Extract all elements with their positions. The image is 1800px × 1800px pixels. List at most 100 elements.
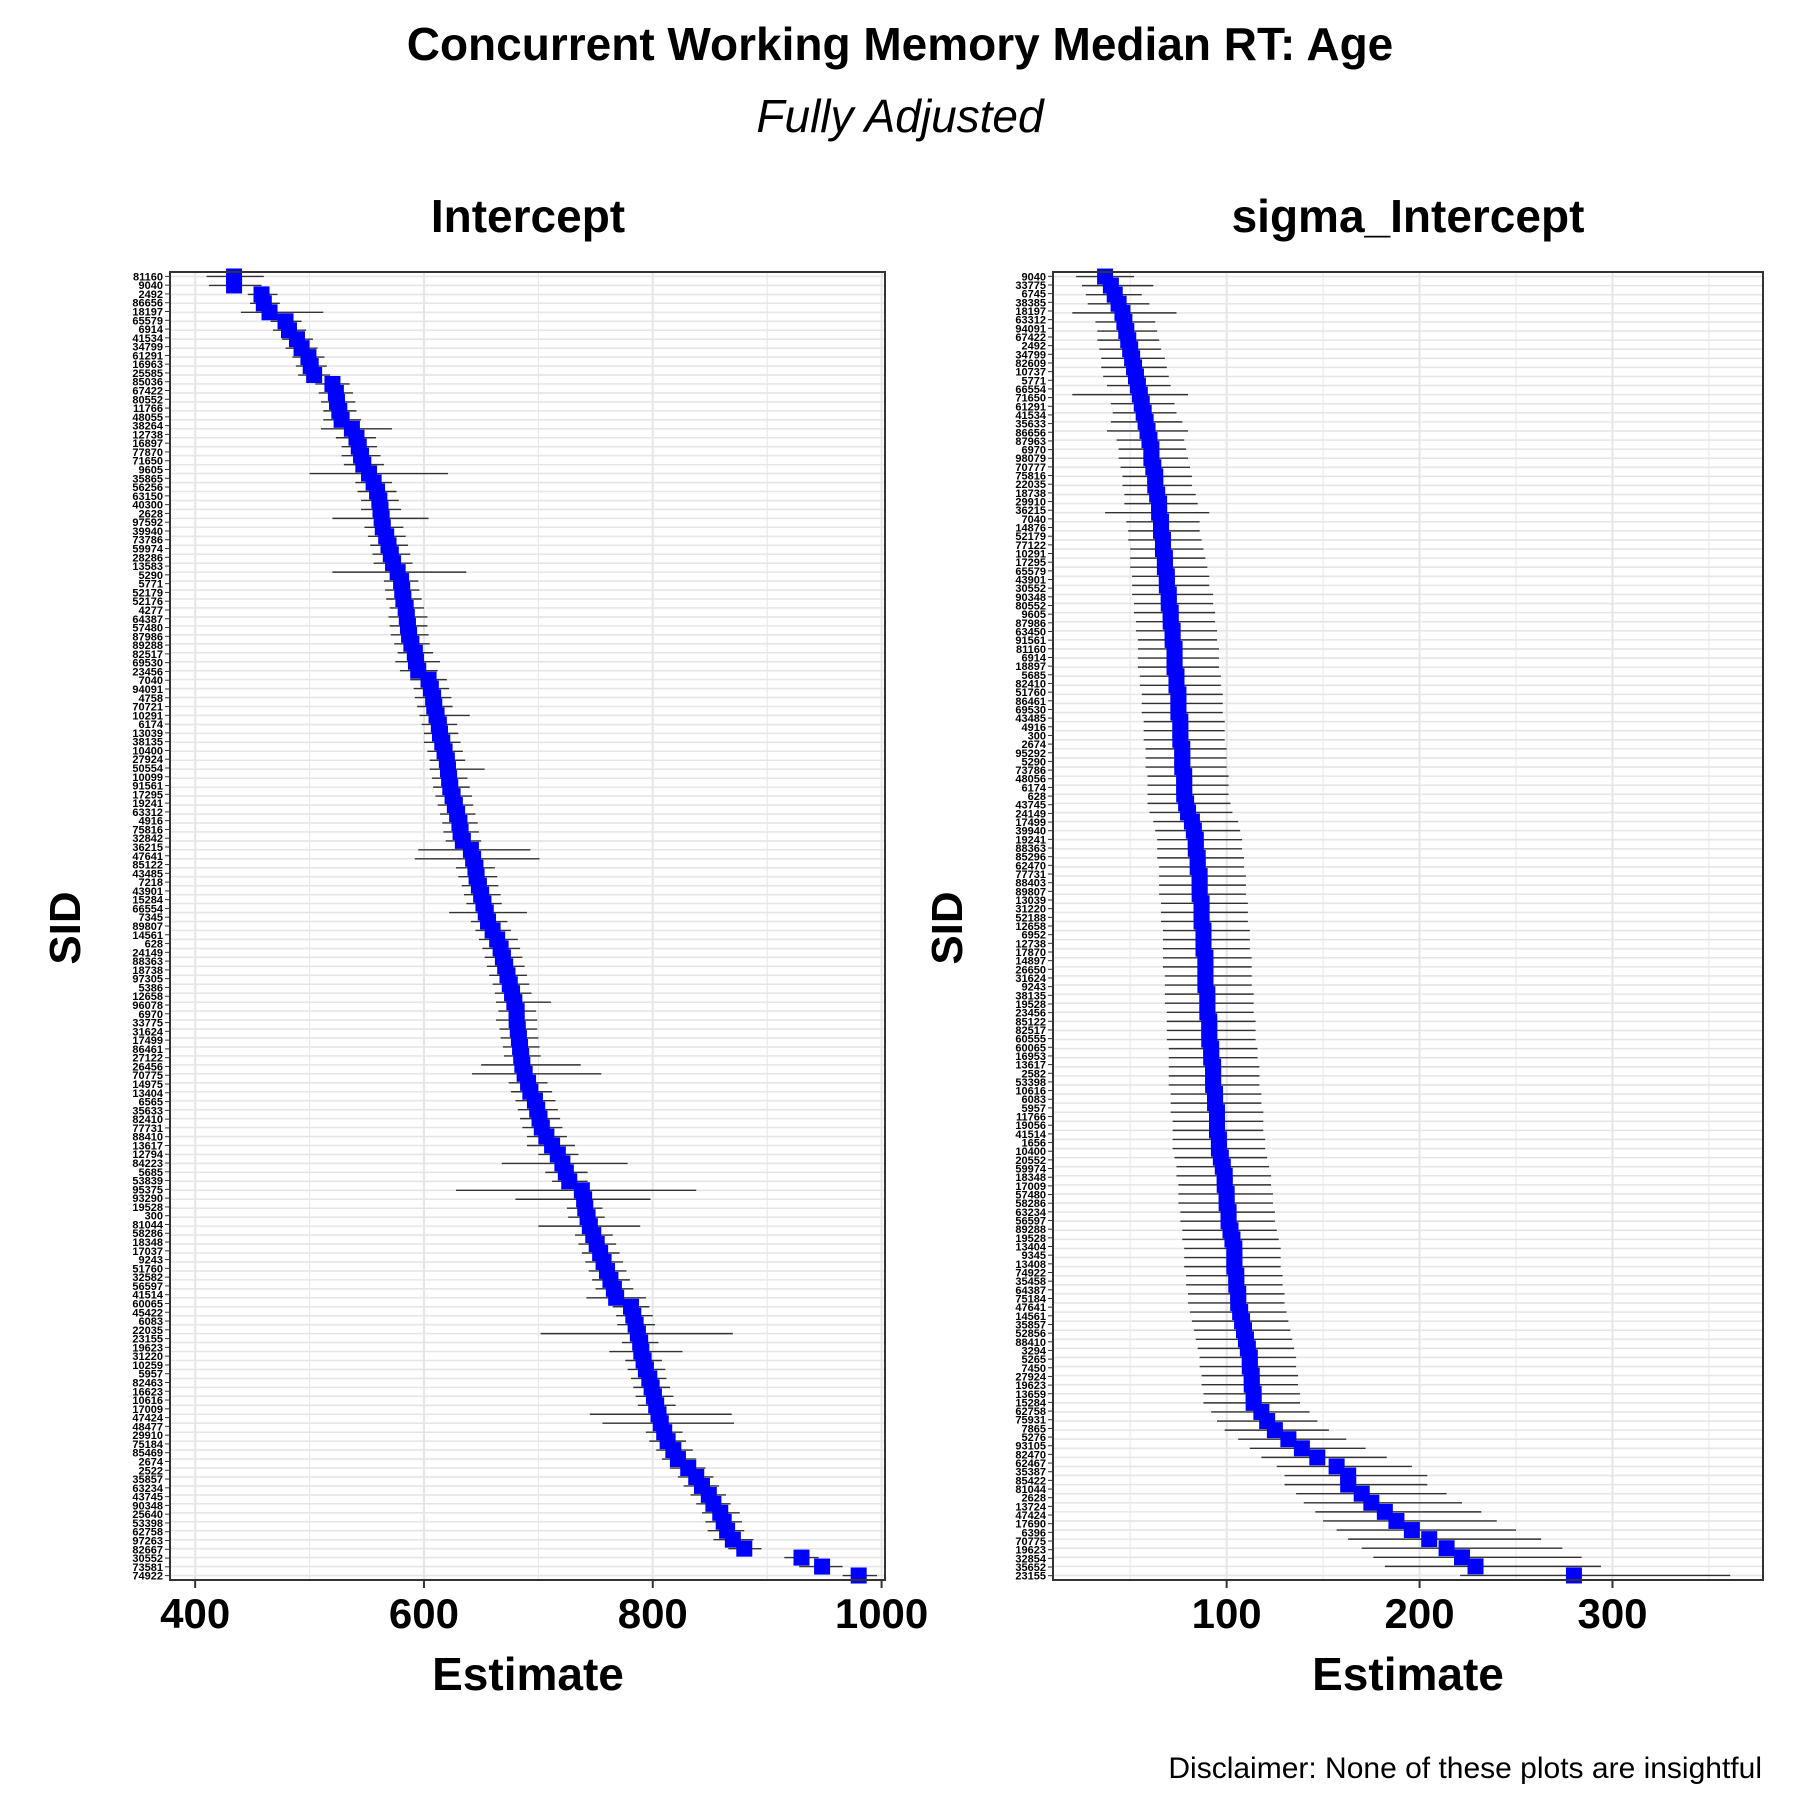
y-tick-label: 35458	[1015, 1276, 1046, 1288]
y-tick-label: 19056	[1015, 1120, 1046, 1132]
estimate-point	[1388, 1512, 1405, 1529]
y-tick-label: 62758	[1015, 1406, 1046, 1418]
y-tick-label: 75816	[1015, 471, 1046, 483]
y-tick-label: 95292	[1015, 748, 1046, 760]
y-tick-label: 17870	[1015, 947, 1046, 959]
y-axis-label-intercept: SID	[41, 891, 90, 964]
y-tick-label: 73786	[1015, 765, 1046, 777]
estimate-point	[1421, 1531, 1438, 1548]
y-tick-label: 48477	[132, 1421, 163, 1433]
y-tick-label: 14975	[132, 1079, 163, 1091]
y-tick-label: 60065	[1015, 1042, 1046, 1054]
y-tick-label: 13659	[1015, 1389, 1046, 1401]
y-tick-label: 98079	[1015, 453, 1046, 465]
y-tick-label: 47641	[132, 851, 163, 863]
x-axis-label-intercept: Estimate	[432, 1648, 624, 1700]
y-tick-label: 58286	[1015, 1198, 1046, 1210]
y-tick-label: 71650	[1015, 393, 1046, 405]
y-tick-label: 62467	[1015, 1458, 1046, 1470]
y-tick-label: 18197	[1015, 306, 1046, 318]
y-tick-label: 52176	[132, 596, 163, 608]
y-tick-label: 628	[145, 939, 163, 951]
y-tick-label: 9345	[1022, 1250, 1046, 1262]
y-tick-label: 65579	[1015, 566, 1046, 578]
y-tick-label: 80552	[1015, 600, 1046, 612]
y-tick-label: 82470	[1015, 1449, 1046, 1461]
y-tick-label: 36215	[1015, 505, 1046, 517]
y-tick-label: 47641	[1015, 1302, 1046, 1314]
y-tick-label: 6952	[1022, 930, 1046, 942]
y-tick-label: 18197	[132, 307, 163, 319]
y-tick-label: 77731	[132, 1123, 163, 1135]
y-tick-label: 27924	[132, 754, 163, 766]
y-tick-label: 13724	[1015, 1501, 1046, 1513]
y-tick-label: 17295	[132, 789, 163, 801]
y-tick-label: 6914	[1022, 652, 1047, 664]
y-tick-label: 6970	[1022, 445, 1046, 457]
y-tick-label: 75816	[132, 824, 163, 836]
y-tick-label: 19623	[1015, 1380, 1046, 1392]
y-tick-label: 19623	[132, 1342, 163, 1354]
y-tick-label: 56256	[132, 482, 163, 494]
y-tick-label: 28286	[132, 552, 163, 564]
y-tick-label: 19528	[1015, 1233, 1046, 1245]
y-tick-label: 16623	[132, 1386, 163, 1398]
y-tick-label: 87986	[132, 631, 163, 643]
y-tick-label: 6396	[1022, 1527, 1046, 1539]
y-tick-label: 88363	[132, 956, 163, 968]
estimate-point	[226, 277, 243, 294]
y-tick-label: 25640	[132, 1509, 163, 1521]
y-tick-label: 16953	[1015, 1051, 1046, 1063]
y-tick-label: 1656	[1022, 1138, 1046, 1150]
y-tick-label: 75184	[1015, 1293, 1046, 1305]
y-tick-label: 50554	[132, 763, 163, 775]
y-tick-label: 38135	[132, 737, 163, 749]
y-tick-label: 75184	[132, 1439, 163, 1451]
y-tick-label: 13617	[132, 1140, 163, 1152]
y-tick-label: 32842	[132, 833, 163, 845]
y-tick-label: 17295	[1015, 557, 1046, 569]
y-tick-label: 91561	[132, 781, 163, 793]
y-tick-label: 88403	[1015, 878, 1046, 890]
y-tick-label: 36215	[132, 842, 163, 854]
y-tick-label: 47424	[132, 1413, 163, 1425]
y-tick-label: 4277	[139, 605, 163, 617]
y-tick-label: 29910	[132, 1430, 163, 1442]
y-tick-label: 6565	[139, 1097, 163, 1109]
y-tick-label: 10259	[132, 1360, 163, 1372]
y-tick-label: 18738	[1015, 488, 1046, 500]
y-tick-label: 70775	[1015, 1536, 1046, 1548]
y-tick-label: 17009	[132, 1404, 163, 1416]
y-tick-label: 94091	[132, 684, 163, 696]
y-tick-label: 4916	[139, 816, 163, 828]
y-tick-label: 25585	[132, 368, 163, 380]
y-tick-label: 14561	[1015, 1311, 1046, 1323]
y-tick-label: 5276	[1022, 1432, 1046, 1444]
y-tick-label: 65579	[132, 315, 163, 327]
y-tick-label: 6174	[139, 719, 164, 731]
y-tick-label: 43745	[132, 1492, 163, 1504]
y-tick-label: 52179	[1015, 531, 1046, 543]
y-tick-label: 5957	[139, 1369, 163, 1381]
y-tick-label: 85469	[132, 1448, 163, 1460]
y-tick-label: 87986	[1015, 618, 1046, 630]
figure-subtitle: Fully Adjusted	[756, 90, 1045, 142]
y-tick-label: 81044	[132, 1219, 163, 1231]
y-tick-label: 88410	[132, 1132, 163, 1144]
y-tick-label: 38264	[132, 421, 163, 433]
y-tick-label: 6745	[1022, 289, 1046, 301]
y-tick-label: 10291	[132, 710, 163, 722]
panel-background	[1053, 272, 1763, 1580]
y-tick-label: 45422	[132, 1307, 163, 1319]
y-tick-label: 2522	[139, 1465, 163, 1477]
estimate-point	[306, 367, 323, 384]
y-tick-label: 47424	[1015, 1510, 1046, 1522]
panel-intercept: Intercept SID Estimate 81160904024928665…	[41, 190, 928, 1700]
estimate-point	[1293, 1440, 1310, 1457]
y-tick-label: 81160	[1016, 644, 1046, 656]
y-tick-label: 85122	[1015, 1016, 1046, 1028]
y-tick-label: 95375	[132, 1184, 163, 1196]
estimate-point	[1467, 1558, 1484, 1575]
y-tick-label: 27122	[132, 1053, 163, 1065]
